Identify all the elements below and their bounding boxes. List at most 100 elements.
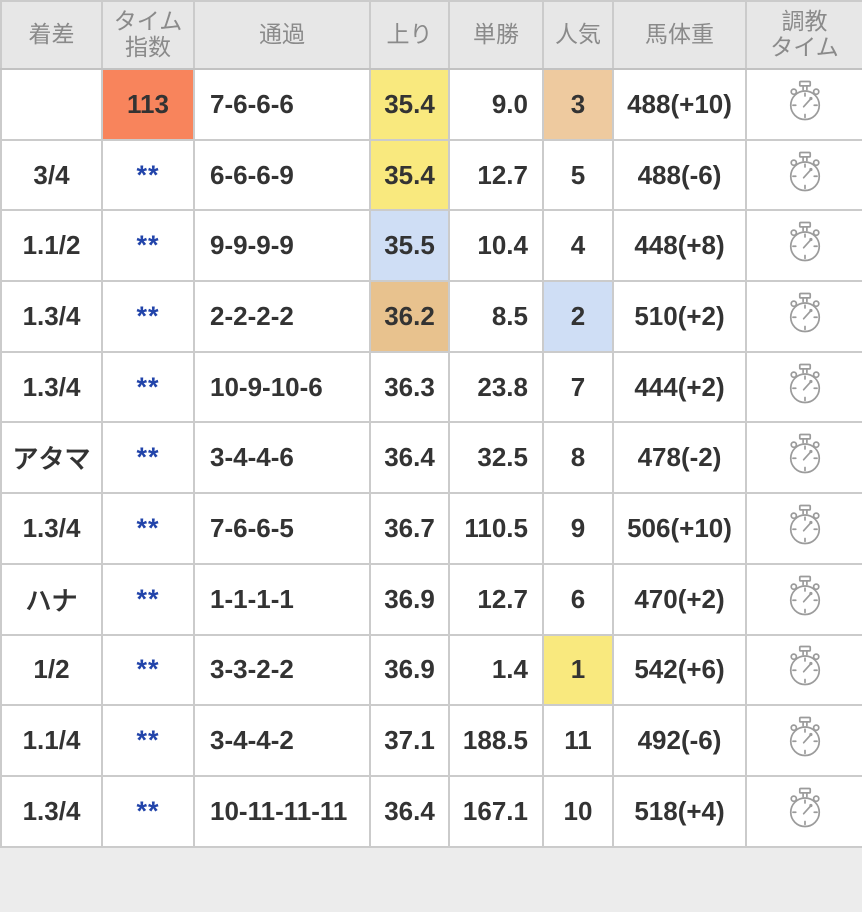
- cell-time-index: **: [101, 138, 195, 212]
- col-header-popularity: 人気: [542, 0, 614, 70]
- table-row: アタマ ** 3-4-4-6 36.4 32.5 8 478(-2): [0, 421, 862, 495]
- cell-win-odds: 8.5: [448, 280, 544, 353]
- table-header: 着差 タイム 指数 通過 上り 単勝 人気 馬体重 調教 タイム: [0, 0, 862, 70]
- cell-time-index: **: [101, 280, 195, 353]
- cell-last3f: 36.4: [369, 774, 450, 848]
- cell-training-time: [745, 209, 862, 283]
- cell-horse-weight: 518(+4): [612, 774, 747, 848]
- table-row: 3/4 ** 6-6-6-9 35.4 12.7 5 488(-6): [0, 138, 862, 212]
- cell-margin: 1.1/2: [0, 209, 103, 283]
- cell-passing: 10-9-10-6: [193, 350, 371, 424]
- stopwatch-icon[interactable]: [786, 221, 824, 263]
- cell-horse-weight: 488(-6): [612, 138, 747, 212]
- cell-popularity: 11: [542, 704, 614, 777]
- cell-win-odds: 12.7: [448, 562, 544, 636]
- cell-popularity: 9: [542, 492, 614, 565]
- cell-win-odds: 12.7: [448, 138, 544, 212]
- cell-passing: 3-4-4-2: [193, 704, 371, 777]
- stopwatch-icon[interactable]: [786, 716, 824, 758]
- cell-passing: 7-6-6-5: [193, 492, 371, 565]
- cell-passing: 10-11-11-11: [193, 774, 371, 848]
- cell-horse-weight: 542(+6): [612, 633, 747, 707]
- cell-training-time: [745, 633, 862, 707]
- cell-win-odds: 9.0: [448, 68, 544, 141]
- col-header-passing: 通過: [193, 0, 371, 70]
- stopwatch-icon[interactable]: [786, 575, 824, 617]
- stopwatch-icon[interactable]: [786, 504, 824, 546]
- cell-popularity: 2: [542, 280, 614, 353]
- cell-horse-weight: 470(+2): [612, 562, 747, 636]
- cell-training-time: [745, 562, 862, 636]
- table-row: 1/2 ** 3-3-2-2 36.9 1.4 1 542(+6): [0, 633, 862, 707]
- cell-popularity: 7: [542, 350, 614, 424]
- table-row: 1.1/4 ** 3-4-4-2 37.1 188.5 11 492(-6): [0, 704, 862, 777]
- cell-last3f: 35.4: [369, 68, 450, 141]
- cell-win-odds: 10.4: [448, 209, 544, 283]
- cell-time-index: **: [101, 704, 195, 777]
- cell-horse-weight: 506(+10): [612, 492, 747, 565]
- cell-time-index: **: [101, 492, 195, 565]
- cell-last3f: 37.1: [369, 704, 450, 777]
- cell-win-odds: 1.4: [448, 633, 544, 707]
- cell-passing: 3-3-2-2: [193, 633, 371, 707]
- cell-last3f: 36.7: [369, 492, 450, 565]
- cell-popularity: 4: [542, 209, 614, 283]
- cell-popularity: 6: [542, 562, 614, 636]
- cell-last3f: 36.3: [369, 350, 450, 424]
- cell-last3f: 35.5: [369, 209, 450, 283]
- cell-margin: 1.1/4: [0, 704, 103, 777]
- cell-passing: 1-1-1-1: [193, 562, 371, 636]
- stopwatch-icon[interactable]: [786, 433, 824, 475]
- cell-training-time: [745, 68, 862, 141]
- cell-passing: 7-6-6-6: [193, 68, 371, 141]
- cell-training-time: [745, 421, 862, 495]
- cell-margin: 1/2: [0, 633, 103, 707]
- footer-spacer: [0, 847, 862, 912]
- cell-horse-weight: 478(-2): [612, 421, 747, 495]
- cell-time-index: **: [101, 774, 195, 848]
- cell-margin: アタマ: [0, 421, 103, 495]
- cell-win-odds: 32.5: [448, 421, 544, 495]
- table-row: 1.3/4 ** 2-2-2-2 36.2 8.5 2 510(+2): [0, 280, 862, 353]
- cell-training-time: [745, 704, 862, 777]
- cell-time-index: **: [101, 562, 195, 636]
- cell-time-index: **: [101, 350, 195, 424]
- table-row: 1.3/4 ** 10-11-11-11 36.4 167.1 10 518(+…: [0, 774, 862, 848]
- table-row: ハナ ** 1-1-1-1 36.9 12.7 6 470(+2): [0, 562, 862, 636]
- cell-horse-weight: 444(+2): [612, 350, 747, 424]
- stopwatch-icon[interactable]: [786, 80, 824, 122]
- cell-time-index: **: [101, 209, 195, 283]
- cell-last3f: 36.2: [369, 280, 450, 353]
- stopwatch-icon[interactable]: [786, 645, 824, 687]
- table-row: 1.3/4 ** 7-6-6-5 36.7 110.5 9 506(+10): [0, 492, 862, 565]
- col-header-horse-weight: 馬体重: [612, 0, 747, 70]
- cell-win-odds: 23.8: [448, 350, 544, 424]
- col-header-time-index: タイム 指数: [101, 0, 195, 70]
- cell-margin: [0, 68, 103, 141]
- cell-horse-weight: 448(+8): [612, 209, 747, 283]
- cell-passing: 9-9-9-9: [193, 209, 371, 283]
- cell-passing: 2-2-2-2: [193, 280, 371, 353]
- cell-training-time: [745, 774, 862, 848]
- stopwatch-icon[interactable]: [786, 363, 824, 405]
- race-results-table: 着差 タイム 指数 通過 上り 単勝 人気 馬体重 調教 タイム 113 7-6…: [0, 0, 862, 848]
- cell-popularity: 10: [542, 774, 614, 848]
- cell-popularity: 3: [542, 68, 614, 141]
- table-row: 113 7-6-6-6 35.4 9.0 3 488(+10): [0, 68, 862, 141]
- cell-horse-weight: 488(+10): [612, 68, 747, 141]
- stopwatch-icon[interactable]: [786, 787, 824, 829]
- stopwatch-icon[interactable]: [786, 151, 824, 193]
- cell-win-odds: 110.5: [448, 492, 544, 565]
- cell-margin: 3/4: [0, 138, 103, 212]
- cell-last3f: 35.4: [369, 138, 450, 212]
- cell-popularity: 1: [542, 633, 614, 707]
- col-header-last3f: 上り: [369, 0, 450, 70]
- cell-time-index: **: [101, 633, 195, 707]
- table-row: 1.3/4 ** 10-9-10-6 36.3 23.8 7 444(+2): [0, 350, 862, 424]
- stopwatch-icon[interactable]: [786, 292, 824, 334]
- cell-passing: 6-6-6-9: [193, 138, 371, 212]
- cell-win-odds: 167.1: [448, 774, 544, 848]
- col-header-win-odds: 単勝: [448, 0, 544, 70]
- cell-popularity: 8: [542, 421, 614, 495]
